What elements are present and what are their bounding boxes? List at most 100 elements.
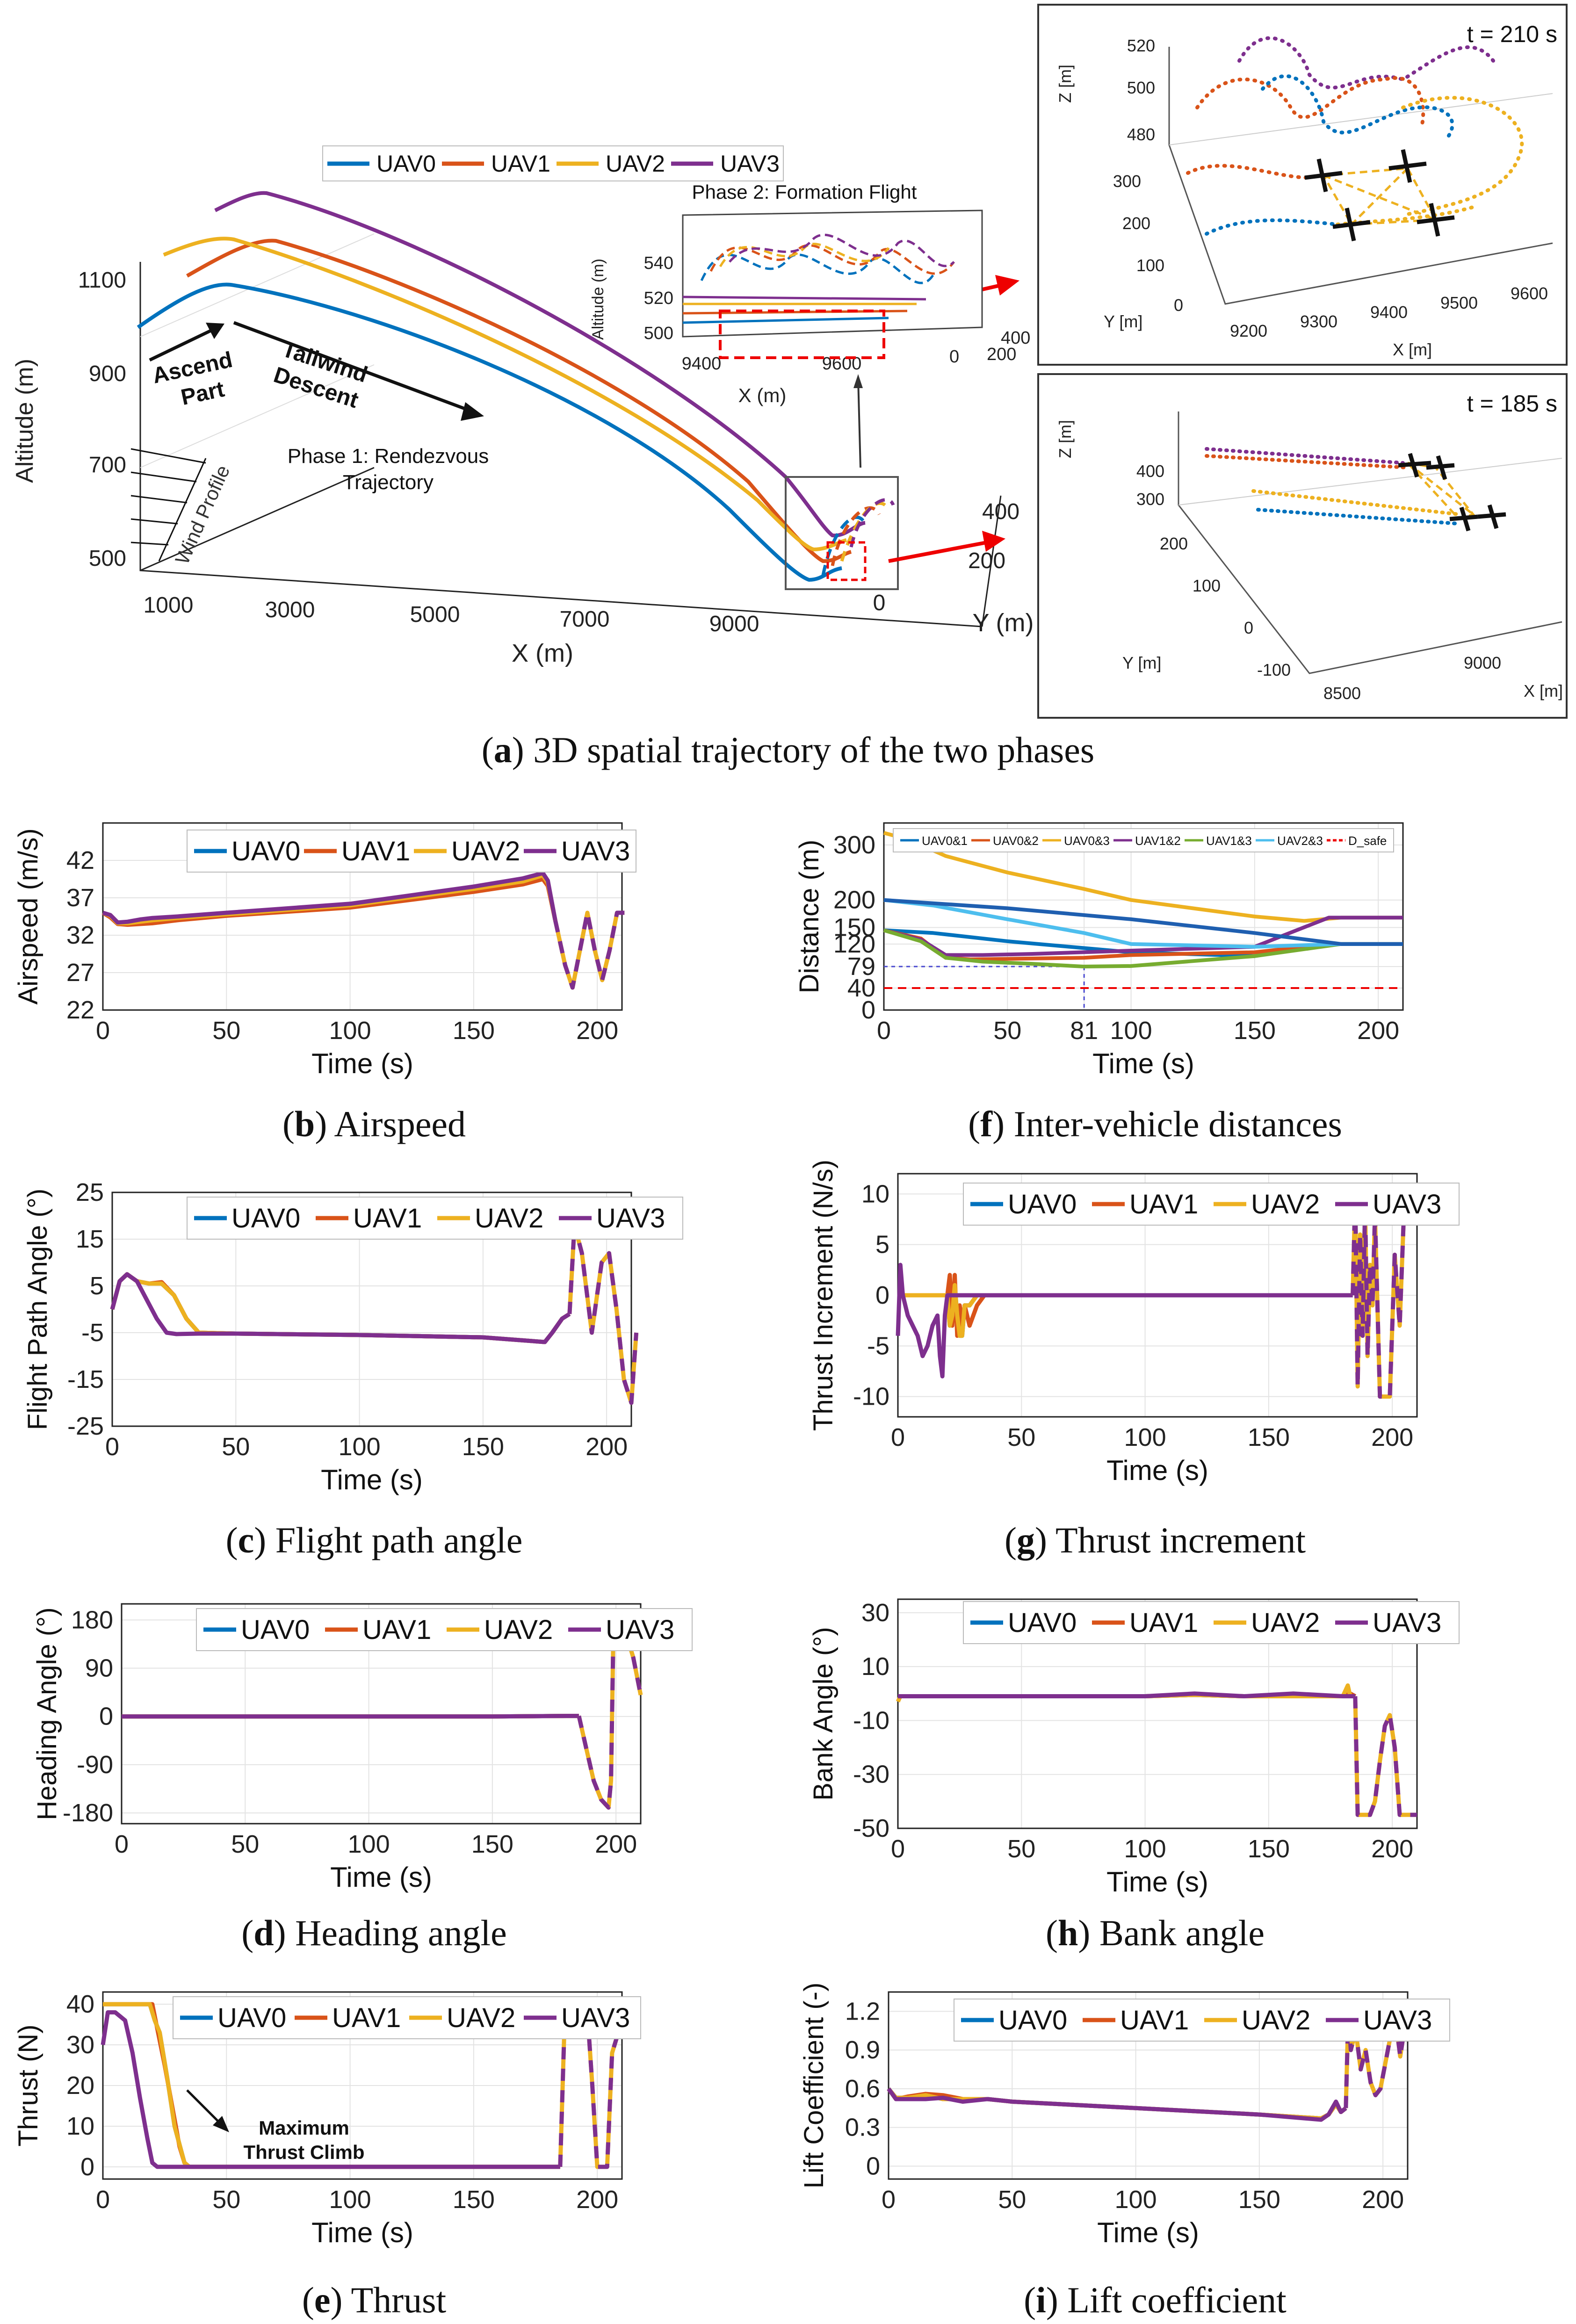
caption-i: (i) Lift coefficient — [1024, 2280, 1287, 2320]
t185-xlabel: X [m] — [1524, 681, 1563, 700]
x-axis-label: Time (s) — [1092, 1048, 1194, 1079]
y-tick-label: -30 — [853, 1761, 889, 1789]
y-axis-label: Lift Coefficient (-) — [799, 1983, 829, 2189]
y-tick-label: 90 — [85, 1654, 113, 1682]
x-axis-label: Time (s) — [1106, 1866, 1208, 1898]
legend-f-label: UAV0&1 — [922, 834, 968, 848]
legend-b-label: UAV2 — [451, 836, 520, 866]
panel-a-xlabel: X (m) — [512, 639, 573, 667]
x-tick-label: 100 — [1110, 1017, 1152, 1045]
x-tick-label: 100 — [329, 1017, 371, 1045]
series-line-uav3 — [110, 1272, 571, 1344]
inset-red-box — [719, 310, 885, 359]
y-tick-label: -10 — [853, 1706, 889, 1734]
y-tick-label: 30 — [66, 2031, 94, 2059]
y-tick-label: 40 — [847, 974, 875, 1002]
t185-ytick: 200 — [1160, 534, 1188, 553]
x-tick-label: 50 — [1007, 1835, 1035, 1863]
series-line-uav3 — [122, 1714, 579, 1719]
x-axis-label: Time (s) — [1106, 1455, 1208, 1486]
y-tick-label: 25 — [76, 1178, 104, 1206]
x-tick-label: 0 — [891, 1835, 905, 1863]
y-tick-label: 1.2 — [845, 1997, 880, 2025]
y-axis-label: Bank Angle (°) — [808, 1627, 839, 1800]
series-line-uav0-1b — [883, 898, 1403, 946]
t210-aircraft — [1304, 149, 1455, 241]
y-tick-label: -5 — [81, 1319, 104, 1347]
legend-f-label: UAV2&3 — [1277, 834, 1323, 848]
legend-b-label: UAV0 — [231, 836, 300, 866]
x-tick-label: 200 — [595, 1830, 637, 1858]
panel-a-xtick: 3000 — [265, 598, 315, 622]
y-tick-label: 20 — [66, 2071, 94, 2100]
t210-ylabel: Y [m] — [1104, 312, 1142, 331]
x-tick-label: 150 — [1248, 1423, 1290, 1451]
y-tick-label: 0 — [99, 1703, 113, 1731]
y-tick-label: 0 — [875, 1281, 889, 1309]
y-tick-label: 120 — [833, 930, 875, 958]
t185-ytick: 0 — [1244, 618, 1253, 637]
x-tick-label: 0 — [877, 1017, 891, 1045]
chart-panel-b: 0 50 100 150 200 22 27 32 37 42 Time (s) Airspeed (… — [13, 822, 636, 1079]
y-tick-label: 5 — [875, 1231, 889, 1259]
legend-h-label: UAV2 — [1251, 1608, 1320, 1638]
inset-ytick: 400 — [1001, 328, 1030, 348]
panel-a-ztick: 700 — [89, 453, 126, 477]
t185-ztick: 400 — [1136, 462, 1164, 481]
plot-border — [121, 1603, 642, 1825]
panel-a-t185: t = 185 s Z [m] 400 300 200 100 0 -100 Y… — [1037, 373, 1568, 719]
y-tick-label: -50 — [853, 1814, 889, 1842]
t185-label: t = 185 s — [1467, 390, 1557, 417]
legend-g-label: UAV1 — [1129, 1189, 1198, 1220]
t210-label: t = 210 s — [1467, 21, 1557, 47]
series-line-uav2-3 — [883, 898, 1403, 949]
x-tick-label: 150 — [1248, 1835, 1290, 1863]
chart-panel-d: 0 50 100 150 200 -180 -90 0 90 180 Time (s) Heading… — [32, 1603, 693, 1893]
chart-panel-h: 0 50 100 150 200 -50 -30 -10 10 30 Time (s) Bank An… — [808, 1598, 1460, 1898]
arrow-to-t210-head — [995, 275, 1019, 296]
y-tick-label: 300 — [833, 831, 875, 859]
legend-g-label: UAV0 — [1008, 1189, 1077, 1220]
x-tick-label: 200 — [1357, 1017, 1399, 1045]
legend-i-label: UAV3 — [1363, 2005, 1432, 2035]
legend-c-label: UAV1 — [353, 1203, 422, 1234]
ascend-arrow-head — [206, 323, 224, 339]
legend-e: UAV0 UAV1 UAV2 UAV3 — [173, 1996, 641, 2039]
y-tick-label: 180 — [71, 1606, 113, 1634]
t210-dotted-paths — [1186, 36, 1524, 236]
panel-a-inset: Phase 2: Formation Flight Altitude (m) 5… — [589, 181, 1030, 406]
x-tick-label: 0 — [96, 1017, 110, 1045]
y-tick-label: -25 — [67, 1412, 104, 1440]
legend-e-label: UAV1 — [332, 2003, 401, 2033]
panel-a-ytick: 0 — [873, 591, 886, 615]
legend-c-label: UAV3 — [596, 1203, 665, 1234]
chart-panel-g: 0 50 100 150 200 -10 -5 0 5 10 Time (s) Thrust Incr… — [808, 1160, 1460, 1486]
legend-c-label: UAV2 — [475, 1203, 543, 1234]
y-tick-label: 27 — [66, 959, 94, 987]
t210-zlabel: Z [m] — [1055, 65, 1075, 103]
series-line-uav1-3 — [883, 928, 1403, 969]
legend-c-label: UAV0 — [231, 1203, 300, 1234]
t210-ztick: 520 — [1127, 36, 1155, 55]
caption-g: (g) Thrust increment — [1005, 1520, 1306, 1560]
y-tick-label: 15 — [76, 1225, 104, 1253]
t210-ytick: 200 — [1122, 214, 1150, 233]
caption-a: (a) 3D spatial trajectory of the two pha… — [482, 729, 1094, 770]
x-tick-label: 200 — [1362, 2186, 1404, 2214]
legend-b: UAV0 UAV1 UAV2 UAV3 — [187, 830, 636, 873]
phase2-line-uav3 — [1344, 2009, 1410, 2108]
legend-d-label: UAV1 — [362, 1615, 431, 1645]
y-axis-label: Thrust (N) — [13, 2025, 43, 2147]
x-tick-label: 200 — [1371, 1835, 1413, 1863]
traj-uav2 — [163, 237, 847, 552]
y-tick-label: 0 — [866, 2152, 880, 2180]
legend-h-label: UAV0 — [1008, 1608, 1077, 1638]
y-axis-label: Flight Path Angle (°) — [22, 1189, 53, 1430]
series-line-uav3 — [898, 1691, 1355, 1699]
t185-xtick: 8500 — [1323, 684, 1361, 703]
t210-xtick: 9400 — [1370, 303, 1408, 322]
legend-e-label: UAV3 — [561, 2003, 630, 2033]
t210-ztick: 480 — [1127, 125, 1155, 144]
x-tick-label: 150 — [453, 2186, 495, 2214]
caption-h: (h) Bank angle — [1046, 1913, 1265, 1953]
